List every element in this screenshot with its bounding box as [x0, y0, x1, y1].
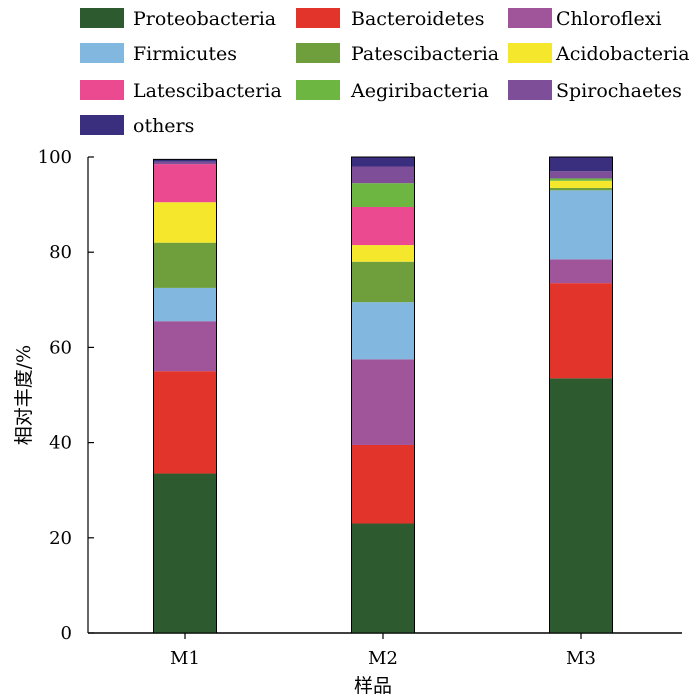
- legend-item-others: others: [80, 115, 194, 137]
- bar-segment-aegiribacteria: [351, 183, 415, 207]
- bar-outline: [549, 156, 613, 634]
- bar-stack-m1: [153, 158, 217, 634]
- bar-stack-m3: [549, 156, 613, 634]
- y-tick-label: 60: [49, 337, 72, 358]
- legend-item-aegiribacteria: Aegiribacteria: [296, 80, 489, 102]
- legend-swatch: [508, 80, 552, 100]
- x-tick-label: M1: [170, 648, 200, 669]
- y-axis-title: 相对丰度/%: [13, 345, 35, 445]
- bar-segment-firmicutes: [351, 302, 415, 360]
- bar-segment-latescibacteria: [351, 206, 415, 246]
- bar-segment-others: [549, 157, 613, 172]
- bar-outline: [153, 158, 217, 634]
- bar-segment-firmicutes: [549, 190, 613, 260]
- legend: Proteobacteria Bacteroidetes Chloroflexi Fi…: [80, 8, 690, 137]
- legend-item-chloroflexi: Chloroflexi: [508, 8, 662, 30]
- bar-segment-patescibacteria: [549, 187, 613, 191]
- bar-segment-latescibacteria: [153, 164, 217, 203]
- bar-segment-chloroflexi: [351, 359, 415, 445]
- legend-item-patescibacteria: Patescibacteria: [296, 43, 499, 65]
- bar-segment-proteobacteria: [153, 473, 217, 633]
- legend-label: Patescibacteria: [351, 43, 499, 65]
- bar-segment-acidobacteria: [351, 245, 415, 262]
- x-tick-label: M2: [368, 648, 398, 669]
- bar-segment-proteobacteria: [549, 378, 613, 633]
- legend-label: Latescibacteria: [133, 80, 282, 102]
- bar-stack-m2: [351, 156, 415, 634]
- bar-segment-patescibacteria: [351, 261, 415, 303]
- bar-segment-spirochaetes: [351, 166, 415, 184]
- x-tick-label: M3: [566, 648, 596, 669]
- legend-swatch: [80, 80, 124, 100]
- bar-segment-proteobacteria: [351, 523, 415, 633]
- y-tick-label: 40: [49, 433, 72, 454]
- legend-swatch: [80, 115, 124, 135]
- bar-segment-acidobacteria: [549, 180, 613, 188]
- legend-item-proteobacteria: Proteobacteria: [80, 8, 276, 30]
- axes: 0 20 40 60 80 100 M1 M2 M3: [38, 147, 682, 669]
- bar-segment-acidobacteria: [153, 202, 217, 243]
- legend-item-latescibacteria: Latescibacteria: [80, 80, 282, 102]
- bar-segment-spirochaetes: [549, 171, 613, 179]
- legend-label: Spirochaetes: [556, 80, 682, 102]
- bar-segment-bacteroidetes: [351, 444, 415, 524]
- legend-swatch: [508, 43, 552, 63]
- bar-segment-chloroflexi: [153, 321, 217, 372]
- y-tick-label: 20: [49, 528, 72, 549]
- bars: [153, 156, 613, 634]
- legend-swatch: [508, 8, 552, 28]
- legend-item-acidobacteria: Acidobacteria: [508, 43, 690, 65]
- y-tick-label: 100: [38, 147, 72, 168]
- y-tick-label: 80: [49, 242, 72, 263]
- legend-swatch: [296, 80, 340, 100]
- bar-segment-patescibacteria: [153, 242, 217, 288]
- y-tick-label: 0: [61, 623, 72, 644]
- legend-item-firmicutes: Firmicutes: [80, 43, 237, 65]
- bar-segment-firmicutes: [153, 287, 217, 322]
- bar-segment-chloroflexi: [549, 259, 613, 284]
- bar-segment-bacteroidetes: [549, 283, 613, 379]
- legend-item-spirochaetes: Spirochaetes: [508, 80, 682, 102]
- bar-segment-others: [351, 157, 415, 167]
- legend-label: Acidobacteria: [555, 43, 690, 65]
- legend-label: Firmicutes: [133, 43, 237, 65]
- legend-label: others: [133, 115, 194, 137]
- legend-swatch: [80, 43, 124, 63]
- bar-segment-others: [153, 159, 217, 162]
- legend-label: Chloroflexi: [556, 8, 662, 30]
- legend-item-bacteroidetes: Bacteroidetes: [296, 8, 484, 30]
- legend-label: Proteobacteria: [133, 8, 276, 30]
- bar-segment-bacteroidetes: [153, 371, 217, 474]
- legend-label: Bacteroidetes: [351, 8, 484, 30]
- bar-segment-spirochaetes: [153, 161, 217, 165]
- legend-swatch: [296, 43, 340, 63]
- legend-label: Aegiribacteria: [350, 80, 489, 102]
- bar-segment-aegiribacteria: [549, 178, 613, 181]
- legend-swatch: [80, 8, 124, 28]
- bar-outline: [351, 156, 415, 634]
- x-axis-title: 样品: [354, 675, 392, 697]
- legend-swatch: [296, 8, 340, 28]
